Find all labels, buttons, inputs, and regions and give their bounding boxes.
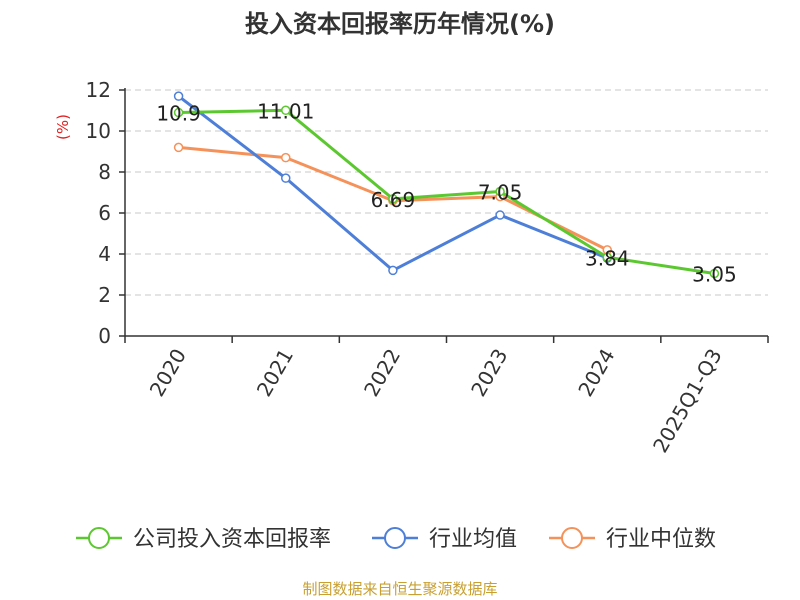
y-axis-label: (%) bbox=[54, 114, 72, 140]
data-point[interactable] bbox=[388, 194, 398, 204]
data-point[interactable] bbox=[388, 265, 398, 276]
data-point[interactable] bbox=[602, 252, 612, 263]
x-tick-label: 2020 bbox=[145, 345, 191, 401]
data-label: 7.05 bbox=[478, 180, 523, 204]
legend-label: 行业均值 bbox=[429, 527, 517, 552]
grid bbox=[125, 89, 768, 296]
data-labels: 10.9 11.01 6.69 7.05 3.84 3.05 bbox=[156, 99, 736, 286]
data-point[interactable] bbox=[281, 173, 291, 183]
y-tick-label: 10 bbox=[86, 119, 111, 143]
legend-item[interactable]: 行业中位数 bbox=[549, 527, 716, 552]
data-point[interactable] bbox=[281, 105, 291, 116]
legend-label: 行业中位数 bbox=[606, 527, 716, 552]
y-tick-label: 6 bbox=[98, 201, 111, 225]
legend-marker bbox=[88, 527, 110, 549]
data-point[interactable] bbox=[173, 107, 184, 118]
y-tick-label: 12 bbox=[86, 78, 111, 102]
data-point[interactable] bbox=[495, 210, 505, 220]
legend[interactable]: 公司投入资本回报率 行业均值 行业中位数 bbox=[76, 527, 716, 552]
data-point[interactable] bbox=[281, 152, 291, 163]
data-point[interactable] bbox=[173, 91, 184, 101]
chart-title: 投入资本回报率历年情况(%) bbox=[245, 10, 555, 38]
legend-marker bbox=[561, 527, 583, 549]
legend-label: 公司投入资本回报率 bbox=[133, 527, 331, 552]
legend-marker bbox=[384, 527, 406, 549]
y-tick-label: 8 bbox=[98, 160, 111, 184]
data-label: 10.9 bbox=[156, 102, 201, 126]
series-layer bbox=[173, 91, 720, 279]
data-label: 11.01 bbox=[257, 99, 314, 123]
data-label: 3.84 bbox=[585, 246, 630, 270]
x-tick-label: 2022 bbox=[359, 345, 405, 401]
y-tick-label: 4 bbox=[98, 242, 111, 266]
data-point[interactable] bbox=[709, 268, 720, 279]
x-tick-label: 2024 bbox=[573, 345, 619, 401]
data-point[interactable] bbox=[495, 186, 505, 197]
data-point[interactable] bbox=[173, 142, 184, 153]
x-tick-label: 2025Q1-Q3 bbox=[648, 345, 727, 457]
legend-item[interactable]: 公司投入资本回报率 bbox=[76, 527, 331, 552]
series-line bbox=[177, 94, 608, 272]
source-caption: 制图数据来自恒生聚源数据库 bbox=[302, 580, 497, 598]
x-tick-label: 2021 bbox=[252, 345, 298, 401]
data-label: 6.69 bbox=[371, 188, 416, 212]
data-label: 3.05 bbox=[692, 262, 737, 286]
x-tick-label: 2023 bbox=[466, 345, 512, 401]
y-tick-label: 2 bbox=[98, 283, 111, 307]
legend-item[interactable]: 行业均值 bbox=[372, 527, 517, 552]
y-tick-label: 0 bbox=[98, 324, 111, 348]
series-line bbox=[178, 108, 715, 275]
